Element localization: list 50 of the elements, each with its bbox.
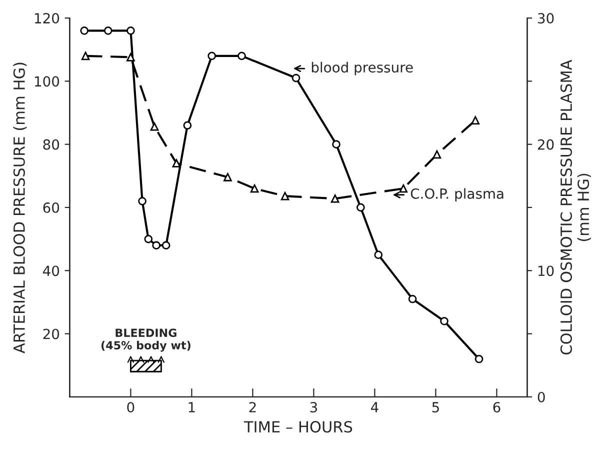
point <box>104 26 112 35</box>
y2-tick-label: 10 <box>538 266 554 276</box>
y-tick-label: 120 <box>34 13 60 24</box>
point <box>332 140 340 148</box>
y-axis-title: ARTERIAL BLOOD PRESSURE (mm HG) <box>13 62 27 354</box>
point <box>144 234 153 244</box>
y-tick-label: 100 <box>34 76 60 87</box>
point <box>399 184 408 193</box>
point <box>162 241 170 250</box>
point <box>474 354 484 364</box>
x-tick-label: 4 <box>370 402 378 412</box>
point <box>224 172 232 182</box>
point <box>152 241 160 250</box>
point <box>440 316 448 326</box>
point <box>208 52 216 60</box>
y2-tick-label: 30 <box>538 13 554 24</box>
x-tick-label: 5 <box>432 402 439 412</box>
legend-label: C.O.P. plasma <box>410 188 504 202</box>
point <box>238 52 246 60</box>
point <box>432 150 442 159</box>
y-tick-label: 80 <box>43 139 60 150</box>
x-tick-label: 6 <box>493 402 500 412</box>
x-tick-label: 2 <box>249 402 256 412</box>
x-tick-label: 0 <box>127 402 134 412</box>
point <box>80 26 88 35</box>
point <box>138 196 146 206</box>
point <box>356 203 365 212</box>
point <box>292 74 300 82</box>
point <box>330 194 340 203</box>
x-tick-label: 1 <box>188 402 195 412</box>
y2-tick-label: 0 <box>538 392 545 402</box>
point <box>150 122 159 131</box>
point <box>408 294 417 304</box>
y-tick-label: 60 <box>43 202 60 213</box>
point <box>471 116 480 124</box>
point <box>250 184 259 193</box>
x-tick-label: 3 <box>310 402 318 412</box>
point <box>81 52 90 60</box>
y-tick-label: 20 <box>43 328 60 340</box>
y-tick-label: 40 <box>42 266 60 276</box>
point <box>126 26 135 35</box>
x-axis-title: TIME – HOURS <box>244 421 352 433</box>
y2-axis-title: COLLOID OSMOTIC PRESSURE PLASMA (mm HG) <box>560 60 591 354</box>
point <box>374 250 383 259</box>
y2-tick-label: 20 <box>538 139 554 150</box>
annotation: BLEEDING (45% body wt) <box>101 328 190 352</box>
legend-label: blood pressure <box>312 62 413 76</box>
point <box>126 53 135 62</box>
point <box>183 121 192 130</box>
point <box>280 192 290 200</box>
